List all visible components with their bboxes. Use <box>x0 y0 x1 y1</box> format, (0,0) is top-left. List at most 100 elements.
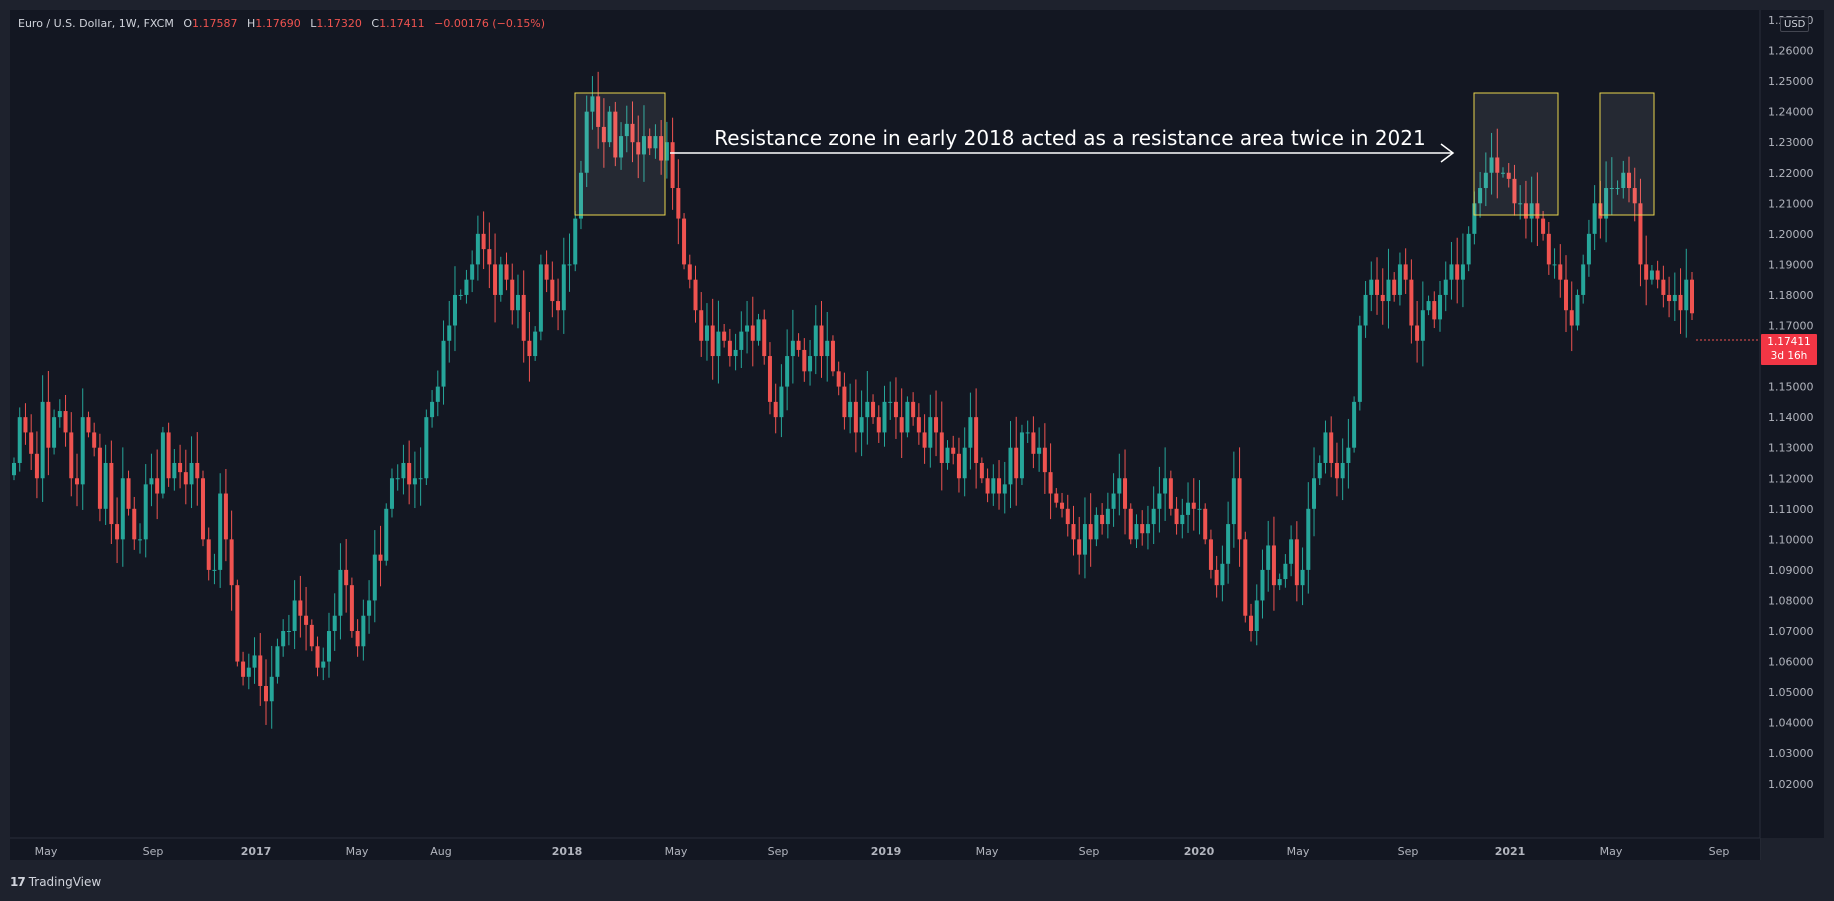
candle <box>1438 280 1443 332</box>
resistance-zone-box[interactable] <box>1473 92 1559 216</box>
candle <box>1661 265 1666 308</box>
candle-body <box>1518 203 1523 205</box>
candle-body <box>773 401 778 418</box>
price-axis-background[interactable] <box>1760 10 1824 838</box>
candle-body <box>676 188 681 219</box>
candle-body <box>1655 270 1660 280</box>
candle-body <box>1564 279 1569 311</box>
candle <box>745 300 750 354</box>
candle-body <box>258 655 263 686</box>
symbol-legend[interactable]: Euro / U.S. Dollar, 1W, FXCM O1.17587 H1… <box>18 17 545 30</box>
candle <box>1546 222 1551 275</box>
candle <box>206 527 211 581</box>
candle <box>1260 549 1265 619</box>
candle <box>1014 416 1019 506</box>
candle <box>939 401 944 491</box>
candle <box>601 98 606 168</box>
candle-body <box>315 646 320 668</box>
time-axis-background[interactable] <box>10 838 1760 860</box>
candle <box>1609 157 1614 216</box>
candle <box>1300 547 1305 606</box>
candle <box>1569 281 1574 352</box>
time-tick-label: Sep <box>143 845 164 858</box>
candle-body <box>1541 218 1546 234</box>
candle <box>859 390 864 457</box>
candle <box>80 388 85 510</box>
candle-body <box>1409 279 1414 326</box>
candle <box>183 449 188 505</box>
candle-body <box>613 111 618 158</box>
candle-body <box>619 136 624 158</box>
candle-body <box>1025 432 1030 434</box>
candle-body <box>103 462 108 509</box>
candle <box>624 105 629 153</box>
price-tick-label: 1.08000 <box>1768 594 1814 607</box>
candle <box>458 289 463 300</box>
candle <box>1564 255 1569 333</box>
candle-body <box>40 401 45 479</box>
candle-body <box>395 478 400 480</box>
candle <box>916 403 921 445</box>
candle <box>263 659 268 725</box>
candle-body <box>1100 514 1105 525</box>
candle-body <box>309 624 314 647</box>
candle-body <box>601 126 606 143</box>
candle <box>1157 466 1162 533</box>
candle-body <box>647 136 652 149</box>
candle <box>63 394 68 447</box>
candle <box>905 396 910 438</box>
candle <box>126 470 131 516</box>
candle-body <box>206 539 211 570</box>
candle-body <box>155 478 160 494</box>
price-tick-label: 1.02000 <box>1768 778 1814 791</box>
price-tick-label: 1.10000 <box>1768 533 1814 546</box>
candle-body <box>281 631 286 647</box>
resistance-zone-box[interactable] <box>574 92 666 216</box>
candle-body <box>848 401 853 418</box>
candle <box>1592 185 1597 251</box>
candle <box>1140 510 1145 546</box>
candle <box>556 278 561 331</box>
candle-body <box>727 340 732 357</box>
candle-body <box>29 432 34 454</box>
candle-body <box>750 325 755 341</box>
candle <box>1621 160 1626 199</box>
candle-body <box>767 356 772 402</box>
candle <box>1128 503 1133 545</box>
candle-body <box>178 462 183 473</box>
candle <box>384 503 389 566</box>
candle-body <box>1501 172 1506 174</box>
candle <box>613 101 618 167</box>
candle-body <box>321 661 326 668</box>
annotation-arrowhead <box>1440 143 1455 163</box>
candle <box>1489 132 1494 195</box>
resistance-zone-box[interactable] <box>1599 92 1655 216</box>
candle-body <box>825 340 830 357</box>
candle-body <box>1586 233 1591 265</box>
candle-body <box>137 539 142 541</box>
candle <box>1506 163 1511 188</box>
candle-body <box>1466 233 1471 265</box>
candle <box>979 457 984 484</box>
candle <box>1466 226 1471 272</box>
change-value: −0.00176 (−0.15%) <box>434 17 546 30</box>
time-tick-label: Aug <box>430 845 451 858</box>
candle-body <box>1357 325 1362 402</box>
candle-body <box>1661 279 1666 295</box>
candle-body <box>968 417 973 448</box>
candle-body <box>1449 264 1454 280</box>
candle-body <box>1684 279 1689 311</box>
candle-body <box>836 371 841 387</box>
candle <box>1048 443 1053 520</box>
candle <box>1689 272 1695 321</box>
candle <box>1191 478 1196 531</box>
currency-badge[interactable]: USD <box>1780 17 1810 32</box>
tradingview-brand[interactable]: 17 TradingView <box>10 875 101 889</box>
candle <box>46 370 51 476</box>
candle <box>1535 172 1540 247</box>
candle <box>567 233 572 292</box>
candle <box>1667 276 1672 318</box>
candle-body <box>292 600 297 631</box>
candle-body <box>246 667 251 677</box>
